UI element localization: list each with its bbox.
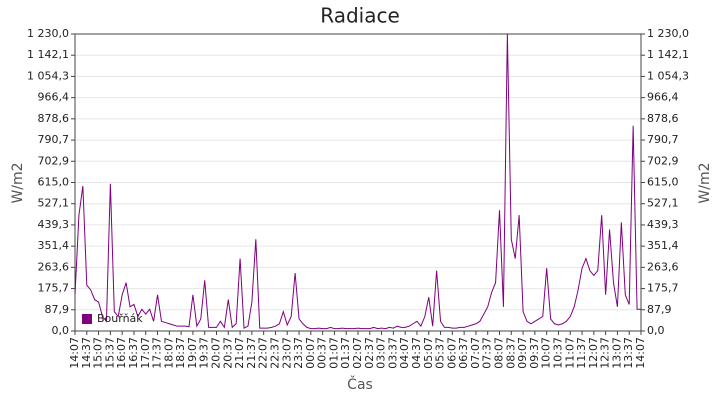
y2-tick-label: 1 230,0 (647, 27, 689, 40)
x-tick-label: 16:37 (127, 337, 140, 369)
x-axis-label: Čas (347, 375, 373, 393)
x-tick-label: 09:37 (528, 337, 541, 369)
x-tick-label: 01:37 (339, 337, 352, 369)
y2-tick-label: 527,1 (647, 197, 679, 210)
x-tick-label: 11:07 (563, 337, 576, 369)
y-tick-label: 966,4 (38, 91, 70, 104)
x-tick-label: 21:37 (245, 337, 258, 369)
x-tick-label: 07:07 (469, 337, 482, 369)
y-tick-label: 439,3 (38, 218, 70, 231)
y-tick-label: 1 054,3 (27, 69, 69, 82)
y2-tick-label: 439,3 (647, 218, 679, 231)
y-tick-label: 1 230,0 (27, 27, 69, 40)
y2-tick-label: 351,4 (647, 239, 679, 252)
x-tick-label: 04:37 (410, 337, 423, 369)
chart-title: Radiace (320, 4, 400, 28)
x-tick-label: 05:37 (434, 337, 447, 369)
x-tick-label: 03:37 (386, 337, 399, 369)
x-tick-label: 14:07 (634, 337, 647, 369)
y-tick-label: 87,9 (45, 303, 70, 316)
y2-tick-label: 966,4 (647, 91, 679, 104)
y2-tick-label: 263,6 (647, 260, 679, 273)
x-tick-label: 23:37 (292, 337, 305, 369)
y-tick-label: 175,7 (38, 282, 70, 295)
y2-tick-label: 878,6 (647, 112, 679, 125)
x-tick-label: 06:07 (445, 337, 458, 369)
x-tick-label: 13:37 (622, 337, 635, 369)
x-tick-label: 15:07 (92, 337, 105, 369)
legend-swatch (82, 314, 92, 324)
x-tick-label: 12:37 (599, 337, 612, 369)
x-tick-label: 18:37 (174, 337, 187, 369)
y2-tick-label: 87,9 (647, 303, 672, 316)
x-tick-label: 00:07 (304, 337, 317, 369)
x-tick-label: 13:07 (610, 337, 623, 369)
x-tick-label: 22:07 (257, 337, 270, 369)
x-tick-label: 08:07 (493, 337, 506, 369)
x-tick-label: 07:37 (481, 337, 494, 369)
x-tick-label: 05:07 (422, 337, 435, 369)
x-tick-label: 02:37 (363, 337, 376, 369)
y-tick-label: 0,0 (52, 324, 70, 337)
x-tick-label: 22:37 (268, 337, 281, 369)
x-tick-label: 20:37 (221, 337, 234, 369)
x-tick-label: 20:07 (210, 337, 223, 369)
y-tick-label: 351,4 (38, 239, 70, 252)
y2-tick-label: 702,9 (647, 154, 679, 167)
y2-tick-label: 175,7 (647, 282, 679, 295)
x-tick-label: 10:37 (551, 337, 564, 369)
x-tick-label: 00:37 (316, 337, 329, 369)
y-tick-label: 790,7 (38, 133, 70, 146)
legend-label: Bouřňák (97, 312, 143, 325)
x-tick-label: 12:07 (587, 337, 600, 369)
x-tick-label: 14:37 (80, 337, 93, 369)
x-tick-label: 11:37 (575, 337, 588, 369)
y2-tick-label: 0,0 (647, 324, 665, 337)
y2-tick-label: 1 054,3 (647, 69, 689, 82)
x-tick-label: 04:07 (398, 337, 411, 369)
y-tick-label: 1 142,1 (27, 48, 69, 61)
y2-axis-label: W/m2 (697, 162, 713, 203)
x-tick-label: 19:07 (186, 337, 199, 369)
x-tick-label: 01:07 (327, 337, 340, 369)
y-tick-label: 263,6 (38, 260, 70, 273)
x-tick-label: 09:07 (516, 337, 529, 369)
x-tick-label: 10:07 (540, 337, 553, 369)
x-tick-label: 19:37 (198, 337, 211, 369)
x-tick-label: 17:37 (151, 337, 164, 369)
x-tick-label: 16:07 (115, 337, 128, 369)
x-tick-label: 18:07 (162, 337, 175, 369)
x-tick-label: 06:37 (457, 337, 470, 369)
y-tick-label: 527,1 (38, 197, 70, 210)
x-tick-label: 02:07 (351, 337, 364, 369)
y2-tick-label: 615,0 (647, 176, 679, 189)
x-tick-label: 17:07 (139, 337, 152, 369)
plot-frame (74, 33, 642, 332)
y2-tick-label: 1 142,1 (647, 48, 689, 61)
y-tick-label: 878,6 (38, 112, 70, 125)
y-axis-label: W/m2 (10, 162, 26, 203)
x-tick-label: 15:37 (103, 337, 116, 369)
x-tick-label: 03:07 (375, 337, 388, 369)
x-tick-label: 23:07 (280, 337, 293, 369)
y-tick-label: 702,9 (38, 154, 70, 167)
y-tick-label: 615,0 (38, 176, 70, 189)
x-tick-label: 08:37 (504, 337, 517, 369)
y2-tick-label: 790,7 (647, 133, 679, 146)
x-tick-label: 14:07 (68, 337, 81, 369)
x-tick-label: 21:07 (233, 337, 246, 369)
line (74, 33, 641, 330)
